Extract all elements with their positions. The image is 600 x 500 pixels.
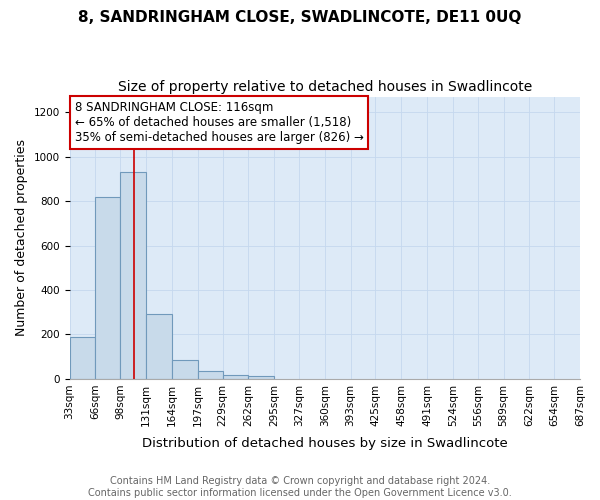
- Bar: [172, 360, 197, 379]
- Text: 8 SANDRINGHAM CLOSE: 116sqm
← 65% of detached houses are smaller (1,518)
35% of : 8 SANDRINGHAM CLOSE: 116sqm ← 65% of det…: [74, 101, 364, 144]
- Bar: [197, 371, 223, 379]
- Bar: [248, 376, 274, 379]
- Bar: [146, 314, 172, 379]
- Bar: [95, 196, 120, 379]
- Text: 8, SANDRINGHAM CLOSE, SWADLINCOTE, DE11 0UQ: 8, SANDRINGHAM CLOSE, SWADLINCOTE, DE11 …: [79, 10, 521, 25]
- Text: Contains HM Land Registry data © Crown copyright and database right 2024.
Contai: Contains HM Land Registry data © Crown c…: [88, 476, 512, 498]
- Y-axis label: Number of detached properties: Number of detached properties: [15, 139, 28, 336]
- Bar: [70, 336, 95, 379]
- Title: Size of property relative to detached houses in Swadlincote: Size of property relative to detached ho…: [118, 80, 532, 94]
- X-axis label: Distribution of detached houses by size in Swadlincote: Distribution of detached houses by size …: [142, 437, 508, 450]
- Bar: [120, 172, 146, 379]
- Bar: [223, 375, 248, 379]
